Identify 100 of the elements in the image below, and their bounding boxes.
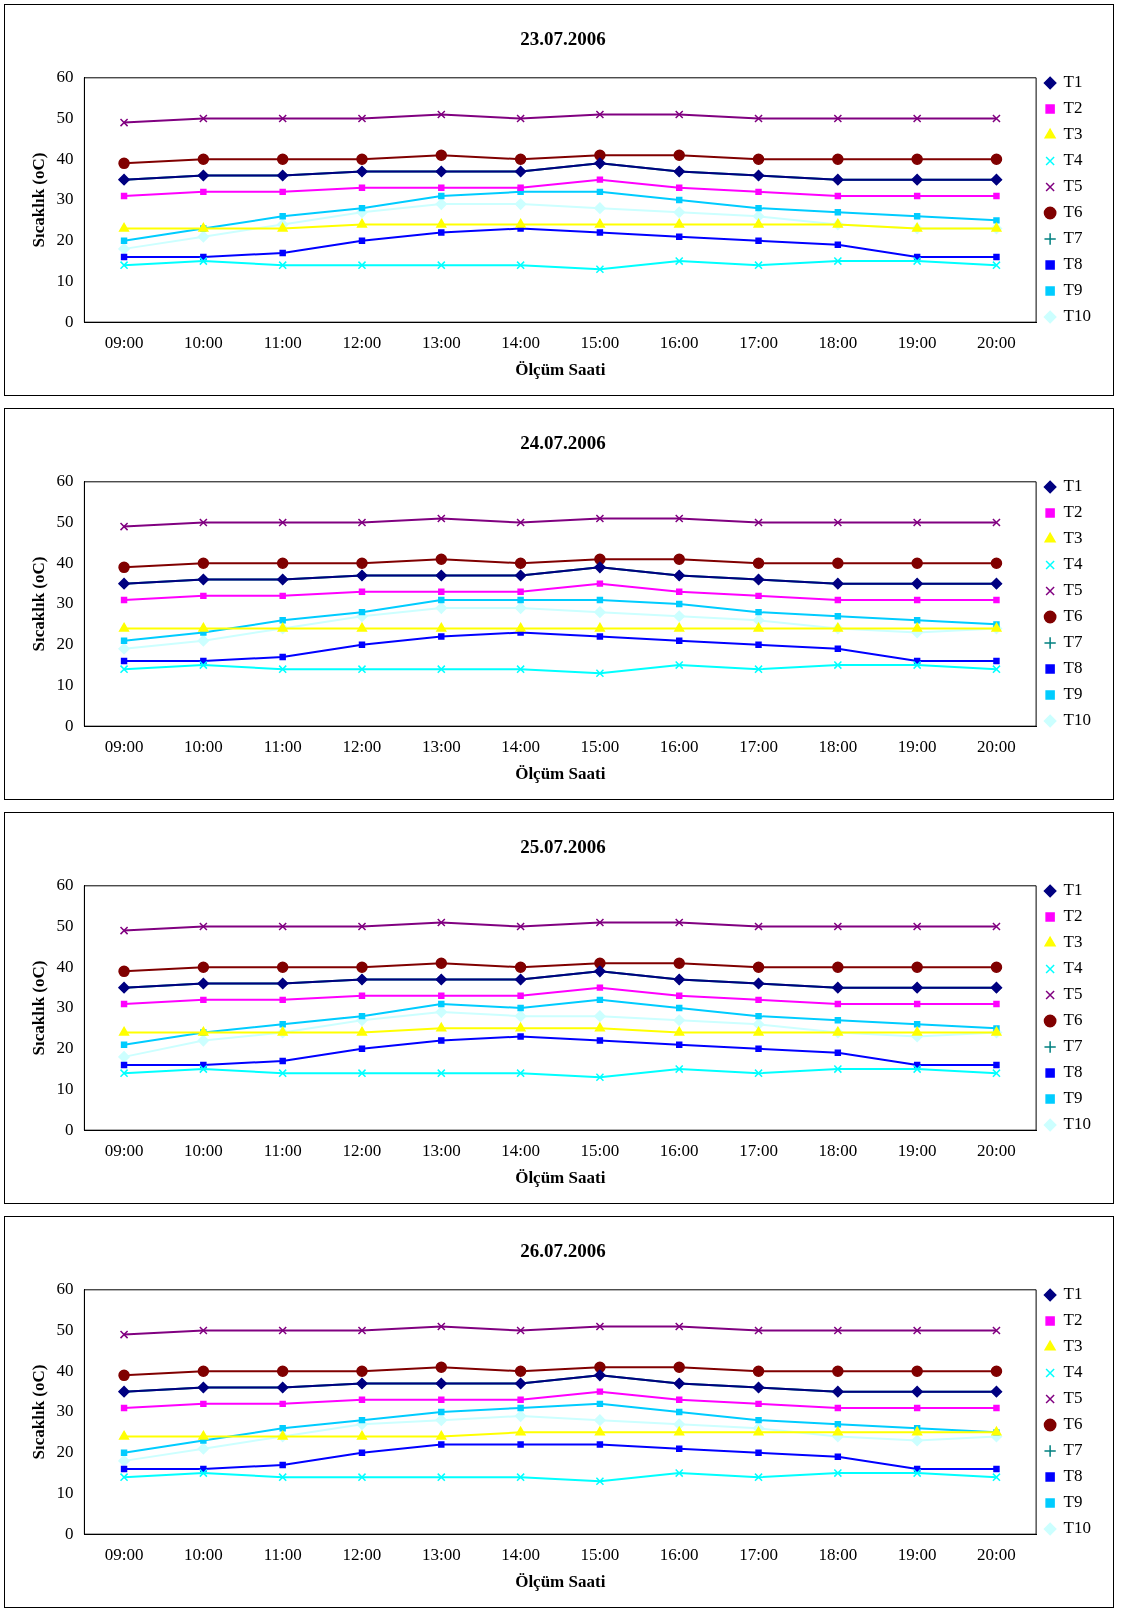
y-tick-label: 40 (56, 956, 74, 976)
y-tick-label: 10 (56, 270, 74, 290)
x-tick-label: 11:00 (263, 332, 302, 352)
legend-label: T2 (1063, 98, 1083, 118)
x-tick-label: 15:00 (580, 332, 620, 352)
legend-label: T9 (1063, 684, 1083, 704)
x-tick-label: 10:00 (184, 736, 223, 756)
y-tick-label: 30 (56, 189, 74, 209)
y-tick-label: 0 (64, 1119, 74, 1139)
y-tick-label: 50 (56, 512, 74, 531)
x-tick-label: 13:00 (421, 736, 461, 756)
y-tick-label: 50 (56, 1320, 74, 1339)
x-axis-title: Ölçüm Saati (515, 1572, 606, 1592)
legend-label: T4 (1063, 554, 1083, 574)
x-tick-label: 14:00 (501, 1544, 540, 1564)
legend-label: T7 (1063, 1440, 1083, 1460)
y-tick-label: 60 (56, 1279, 74, 1299)
legend-label: T9 (1063, 280, 1083, 300)
legend-label: T7 (1063, 632, 1083, 652)
legend-label: T6 (1063, 202, 1083, 222)
legend-label: T8 (1063, 658, 1083, 678)
legend-label: T3 (1063, 932, 1083, 952)
x-tick-label: 20:00 (977, 1544, 1016, 1564)
x-tick-label: 09:00 (104, 736, 144, 756)
legend-label: T5 (1063, 984, 1083, 1004)
y-tick-label: 60 (56, 875, 74, 895)
legend-label: T10 (1063, 1114, 1092, 1134)
legend-label: T1 (1063, 880, 1083, 900)
legend-label: T1 (1063, 1284, 1083, 1304)
x-tick-label: 09:00 (104, 1544, 144, 1564)
chart-title: 24.07.2006 (520, 432, 606, 454)
y-tick-label: 60 (56, 67, 74, 87)
y-axis-title: Sıcaklık (oC) (28, 556, 48, 652)
x-tick-label: 20:00 (977, 736, 1016, 756)
y-tick-label: 40 (56, 552, 74, 572)
y-tick-label: 10 (56, 1482, 74, 1502)
legend-label: T5 (1063, 580, 1083, 600)
x-tick-label: 12:00 (342, 1140, 382, 1160)
y-tick-label: 0 (64, 715, 74, 735)
legend-label: T6 (1063, 606, 1083, 626)
legend-label: T2 (1063, 502, 1083, 522)
y-tick-label: 20 (56, 230, 74, 250)
x-tick-label: 12:00 (342, 332, 382, 352)
legend-label: T8 (1063, 254, 1083, 274)
x-tick-label: 19:00 (897, 332, 937, 352)
y-tick-label: 30 (56, 1401, 74, 1421)
legend-label: T3 (1063, 1336, 1083, 1356)
x-tick-label: 15:00 (580, 1544, 620, 1564)
legend-label: T10 (1063, 306, 1092, 326)
legend-label: T3 (1063, 124, 1083, 144)
legend-label: T1 (1063, 72, 1083, 92)
x-tick-label: 17:00 (739, 1140, 778, 1160)
y-axis-title: Sıcaklık (oC) (28, 152, 48, 248)
legend-label: T3 (1063, 528, 1083, 548)
legend-label: T4 (1063, 958, 1083, 978)
x-tick-label: 19:00 (897, 1140, 937, 1160)
y-tick-label: 40 (56, 148, 74, 168)
legend-label: T8 (1063, 1466, 1083, 1486)
y-tick-label: 20 (56, 634, 74, 654)
x-tick-label: 12:00 (342, 736, 382, 756)
legend-label: T4 (1063, 150, 1083, 170)
y-tick-label: 20 (56, 1442, 74, 1462)
legend-label: T9 (1063, 1492, 1083, 1512)
x-tick-label: 11:00 (263, 736, 302, 756)
y-tick-label: 20 (56, 1038, 74, 1058)
x-tick-label: 17:00 (739, 736, 778, 756)
y-tick-label: 30 (56, 593, 74, 613)
y-tick-label: 60 (56, 471, 74, 491)
legend-label: T2 (1063, 906, 1083, 926)
legend-label: T6 (1063, 1414, 1083, 1434)
x-axis-title: Ölçüm Saati (515, 764, 606, 784)
legend-label: T5 (1063, 1388, 1083, 1408)
x-tick-label: 14:00 (501, 736, 540, 756)
x-tick-label: 18:00 (818, 1544, 858, 1564)
legend-label: T1 (1063, 476, 1083, 496)
chart-title: 26.07.2006 (520, 1240, 606, 1262)
x-tick-label: 18:00 (818, 332, 858, 352)
x-tick-label: 13:00 (421, 1544, 461, 1564)
y-tick-label: 10 (56, 674, 74, 694)
x-tick-label: 20:00 (977, 1140, 1016, 1160)
x-tick-label: 17:00 (739, 332, 778, 352)
legend-label: T7 (1063, 1036, 1083, 1056)
x-tick-label: 18:00 (818, 1140, 858, 1160)
x-tick-label: 10:00 (184, 332, 223, 352)
x-tick-label: 16:00 (659, 332, 699, 352)
y-tick-label: 0 (64, 311, 74, 331)
x-tick-label: 09:00 (104, 1140, 144, 1160)
y-tick-label: 10 (56, 1078, 74, 1098)
x-tick-label: 10:00 (184, 1544, 223, 1564)
legend-label: T10 (1063, 710, 1092, 730)
legend-label: T4 (1063, 1362, 1083, 1382)
x-tick-label: 18:00 (818, 736, 858, 756)
x-tick-label: 14:00 (501, 332, 540, 352)
x-tick-label: 17:00 (739, 1544, 778, 1564)
y-tick-label: 30 (56, 997, 74, 1017)
legend-label: T9 (1063, 1088, 1083, 1108)
legend-label: T8 (1063, 1062, 1083, 1082)
legend-label: T7 (1063, 228, 1083, 248)
x-tick-label: 16:00 (659, 736, 699, 756)
legend-label: T5 (1063, 176, 1083, 196)
